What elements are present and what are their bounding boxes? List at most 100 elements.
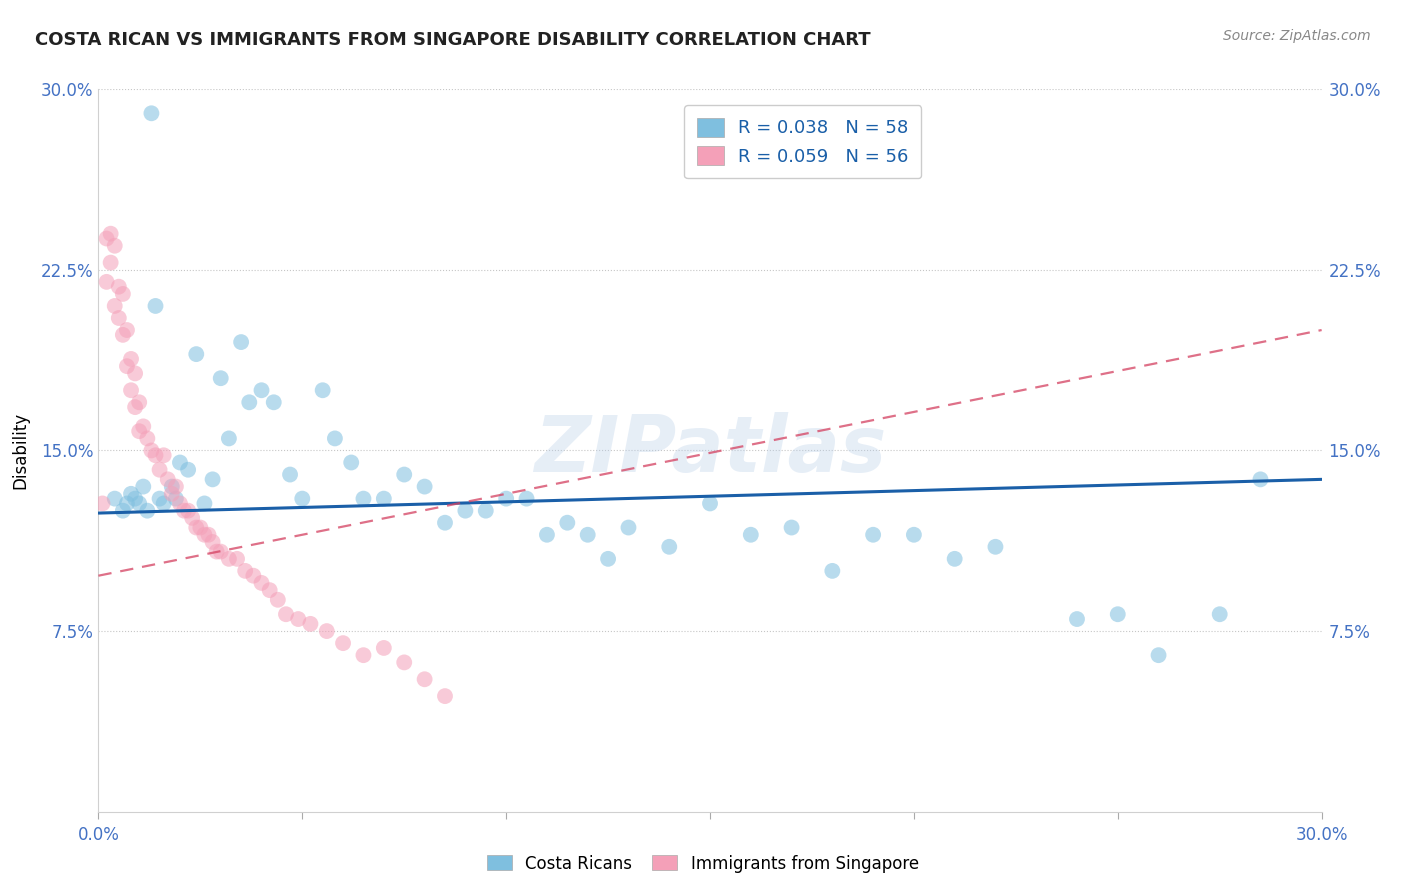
Point	[160, 487, 183, 501]
Point	[516, 491, 538, 506]
Point	[373, 640, 395, 655]
Point	[111, 286, 134, 301]
Point	[128, 424, 150, 438]
Point	[104, 299, 127, 313]
Point	[104, 491, 127, 506]
Point	[352, 648, 374, 662]
Point	[96, 275, 118, 289]
Point	[474, 503, 498, 517]
Point	[201, 472, 224, 486]
Point	[169, 496, 191, 510]
Point	[145, 448, 167, 462]
Point	[250, 384, 273, 398]
Point	[617, 520, 640, 534]
Point	[188, 520, 212, 534]
Point	[132, 419, 155, 434]
Point	[392, 656, 416, 670]
Point	[201, 535, 224, 549]
Point	[299, 616, 322, 631]
Point	[165, 491, 187, 506]
Point	[740, 527, 762, 541]
Point	[120, 351, 142, 366]
Point	[120, 487, 142, 501]
Point	[233, 564, 256, 578]
Point	[173, 503, 195, 517]
Point	[149, 491, 172, 506]
Point	[1209, 607, 1232, 622]
Y-axis label: Disability: Disability	[11, 412, 30, 489]
Text: COSTA RICAN VS IMMIGRANTS FROM SINGAPORE DISABILITY CORRELATION CHART: COSTA RICAN VS IMMIGRANTS FROM SINGAPORE…	[35, 31, 870, 49]
Point	[156, 472, 179, 486]
Point	[169, 455, 191, 469]
Point	[263, 395, 285, 409]
Point	[128, 395, 150, 409]
Point	[943, 551, 966, 566]
Point	[91, 496, 114, 510]
Point	[323, 431, 346, 445]
Point	[218, 431, 240, 445]
Point	[152, 496, 174, 510]
Text: ZIPatlas: ZIPatlas	[534, 412, 886, 489]
Point	[100, 227, 122, 241]
Point	[862, 527, 884, 541]
Point	[352, 491, 374, 506]
Point	[413, 480, 436, 494]
Point	[267, 592, 290, 607]
Point	[96, 231, 118, 245]
Point	[124, 491, 146, 506]
Legend: Costa Ricans, Immigrants from Singapore: Costa Ricans, Immigrants from Singapore	[481, 848, 925, 880]
Legend: R = 0.038   N = 58, R = 0.059   N = 56: R = 0.038 N = 58, R = 0.059 N = 56	[683, 105, 921, 178]
Point	[332, 636, 354, 650]
Point	[186, 347, 208, 361]
Point	[658, 540, 681, 554]
Point	[145, 299, 167, 313]
Point	[984, 540, 1007, 554]
Point	[152, 448, 174, 462]
Point	[104, 238, 127, 253]
Point	[274, 607, 297, 622]
Point	[340, 455, 363, 469]
Point	[197, 527, 219, 541]
Point	[315, 624, 337, 639]
Point	[1249, 472, 1271, 486]
Point	[598, 551, 620, 566]
Point	[115, 359, 138, 373]
Point	[149, 463, 172, 477]
Point	[218, 551, 240, 566]
Point	[181, 511, 204, 525]
Point	[111, 327, 134, 342]
Point	[136, 431, 159, 445]
Point	[231, 334, 253, 349]
Point	[193, 527, 215, 541]
Point	[141, 106, 163, 120]
Point	[120, 384, 142, 398]
Point	[205, 544, 228, 558]
Point	[108, 279, 131, 293]
Point	[291, 491, 314, 506]
Point	[413, 673, 436, 687]
Point	[100, 255, 122, 269]
Point	[434, 516, 457, 530]
Point	[108, 310, 131, 325]
Point	[555, 516, 579, 530]
Point	[209, 371, 232, 385]
Point	[124, 400, 146, 414]
Point	[576, 527, 599, 541]
Point	[226, 551, 249, 566]
Point	[259, 583, 281, 598]
Point	[312, 384, 335, 398]
Point	[165, 480, 187, 494]
Point	[392, 467, 416, 482]
Point	[132, 480, 155, 494]
Point	[115, 323, 138, 337]
Point	[160, 480, 183, 494]
Point	[124, 367, 146, 381]
Point	[287, 612, 309, 626]
Point	[141, 443, 163, 458]
Point	[454, 503, 477, 517]
Point	[1066, 612, 1088, 626]
Point	[699, 496, 721, 510]
Point	[1107, 607, 1129, 622]
Point	[115, 496, 138, 510]
Point	[177, 503, 200, 517]
